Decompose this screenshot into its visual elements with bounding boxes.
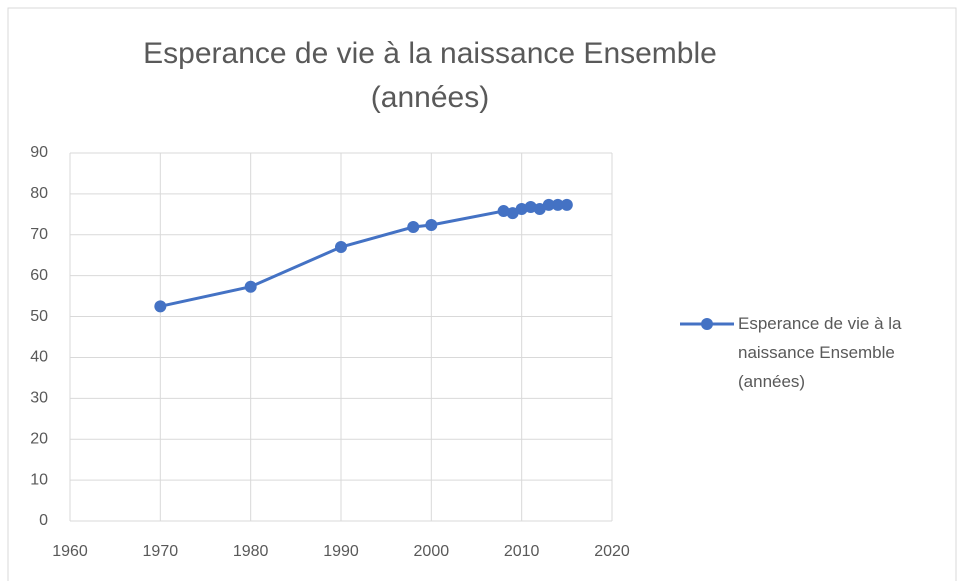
data-point (244, 280, 257, 293)
y-tick-label: 30 (30, 390, 48, 407)
legend-label: Esperance de vie à la naissance Ensemble… (738, 314, 902, 391)
legend-marker (701, 318, 713, 330)
y-tick-label: 0 (39, 512, 48, 529)
y-tick-label: 90 (30, 144, 48, 161)
data-point (506, 207, 519, 220)
data-point (425, 218, 438, 231)
data-point (533, 203, 546, 216)
y-tick-label: 40 (30, 349, 48, 366)
x-tick-label: 1980 (233, 543, 269, 560)
x-tick-label: 2020 (594, 543, 630, 560)
y-tick-label: 70 (30, 226, 48, 243)
chart-border (7, 7, 957, 581)
y-tick-label: 60 (30, 267, 48, 284)
data-point (407, 221, 420, 234)
data-point (515, 203, 528, 216)
data-point (560, 198, 573, 211)
data-point (551, 198, 564, 211)
x-tick-label: 2000 (414, 543, 450, 560)
y-tick-label: 20 (30, 430, 48, 447)
data-point (154, 300, 167, 313)
data-point (524, 200, 537, 213)
data-point (335, 241, 347, 254)
y-tick-label: 50 (30, 308, 48, 325)
x-tick-label: 1960 (52, 543, 88, 560)
x-tick-label: 1970 (143, 543, 179, 560)
chart-title: Esperance de vie à la naissance Ensemble… (143, 37, 717, 114)
y-tick-label: 10 (30, 471, 48, 488)
x-tick-label: 1990 (323, 543, 359, 560)
data-point (497, 205, 510, 218)
x-tick-label: 2010 (504, 543, 540, 560)
series-line (160, 203, 567, 308)
y-tick-label: 80 (30, 185, 48, 202)
data-point (542, 198, 555, 211)
